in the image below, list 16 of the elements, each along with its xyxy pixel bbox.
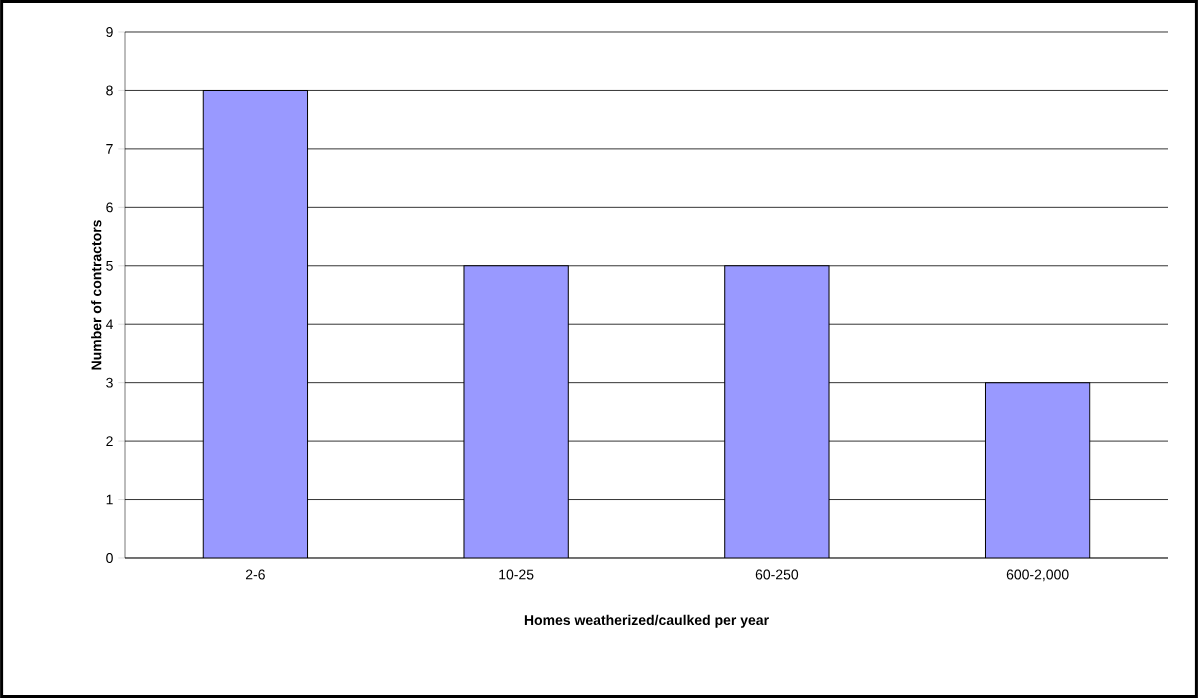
y-tick-label: 9 bbox=[106, 27, 113, 37]
y-tick-label: 1 bbox=[106, 494, 113, 505]
x-axis-title: Homes weatherized/caulked per year bbox=[524, 614, 769, 628]
x-tick-label: 60-250 bbox=[755, 569, 799, 580]
y-tick-label: 3 bbox=[106, 377, 113, 388]
x-tick-label: 600-2,000 bbox=[1006, 569, 1069, 582]
y-tick-label: 4 bbox=[105, 319, 113, 330]
y-tick-label: 2 bbox=[106, 436, 113, 446]
y-tick-label: 6 bbox=[106, 202, 113, 213]
x-tick-label: 10-25 bbox=[499, 569, 534, 580]
x-tick-label: 2-6 bbox=[245, 569, 265, 580]
y-tick-label: 8 bbox=[106, 85, 113, 96]
y-tick-label: 0 bbox=[106, 553, 113, 563]
y-axis-title: Number of contractors bbox=[91, 220, 102, 370]
y-tick-label: 5 bbox=[106, 260, 113, 271]
y-tick-label: 7 bbox=[106, 144, 113, 154]
